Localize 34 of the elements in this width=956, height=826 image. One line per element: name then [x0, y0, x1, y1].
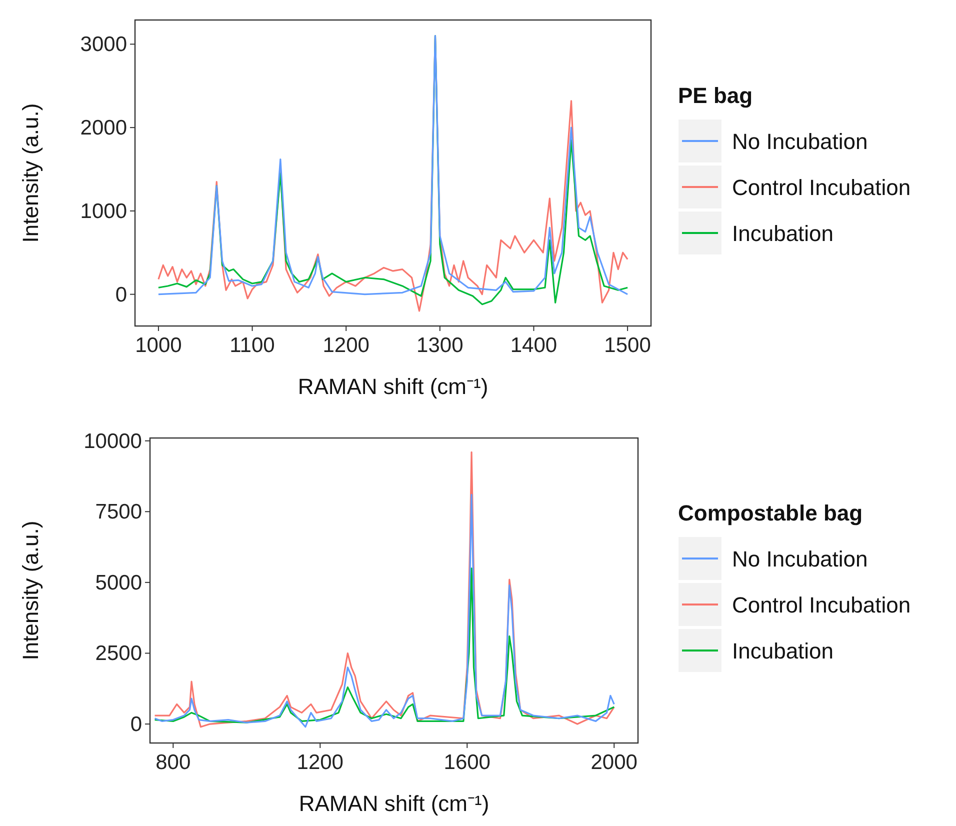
x-tick-label: 1200 [322, 334, 370, 357]
x-tick-label: 1000 [135, 334, 182, 357]
legend-label: Control Incubation [732, 592, 911, 618]
y-tick-label: 0 [130, 713, 142, 736]
y-tick-label: 5000 [95, 571, 142, 594]
legend-label: Incubation [732, 221, 834, 246]
x-tick-label: 1500 [604, 334, 651, 357]
legend-label: Incubation [732, 638, 834, 664]
y-tick-label: 2500 [95, 642, 142, 666]
x-axis-title: RAMAN shift (cm⁻¹) [298, 374, 488, 399]
legend-title: Compostable bag [678, 500, 863, 526]
line-series [154, 494, 615, 728]
y-axis-title: Intensity (a.u.) [18, 520, 43, 660]
x-tick-label: 1100 [230, 334, 275, 357]
y-tick-label: 2000 [80, 116, 127, 140]
y-tick-label: 3000 [80, 33, 127, 56]
x-axis-title: RAMAN shift (cm⁻¹) [298, 791, 490, 816]
x-tick-label: 1200 [296, 751, 344, 774]
x-tick-label: 1600 [444, 751, 490, 774]
line-series [154, 567, 615, 724]
y-tick-label: 10000 [84, 430, 142, 453]
y-tick-label: 0 [115, 283, 127, 306]
y-axis-title: Intensity (a.u.) [18, 103, 43, 243]
x-tick-label: 2000 [590, 751, 638, 774]
y-tick-label: 1000 [80, 200, 127, 223]
y-tick-label: 7500 [95, 500, 142, 524]
legend-title: PE bag [678, 83, 753, 108]
legend-label: No Incubation [732, 129, 868, 154]
x-tick-label: 1300 [416, 334, 464, 357]
legend-label: Control Incubation [732, 175, 911, 200]
x-tick-label: 800 [156, 751, 191, 774]
x-tick-label: 1400 [510, 334, 558, 357]
line-series [154, 451, 615, 728]
legend-label: No Incubation [732, 546, 868, 572]
